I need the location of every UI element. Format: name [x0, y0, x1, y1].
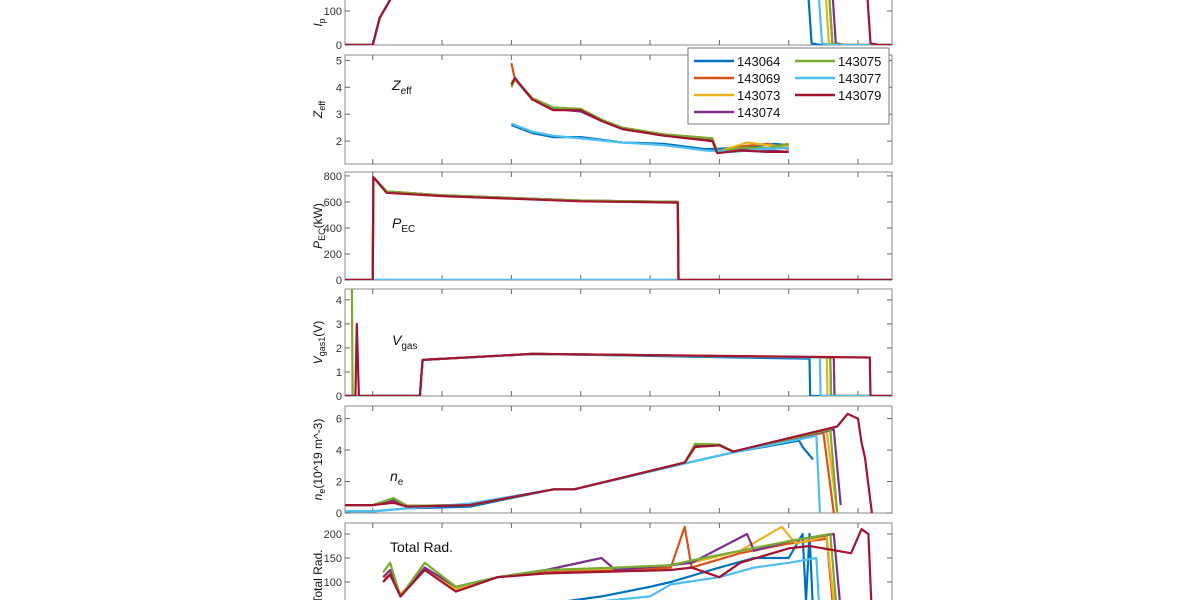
panel-annotation: Zeff: [391, 77, 412, 97]
y-tick-label: 4: [336, 82, 342, 94]
y-tick-label: 4: [336, 445, 342, 457]
annotation-main: P: [392, 215, 402, 231]
series-line-143064: [567, 532, 814, 600]
y-tick-label: 6: [336, 414, 342, 426]
series-line-143079: [510, 76, 789, 155]
y-tick-label: 200: [324, 249, 342, 261]
series-line-143077: [602, 556, 820, 600]
y-tick-label: 800: [324, 171, 342, 183]
axes-box: [344, 405, 893, 514]
annotation-sub: eff: [401, 86, 412, 97]
annotation-main: V: [392, 332, 403, 348]
legend-label-143064: 143064: [737, 54, 780, 69]
annotation-sub: e: [398, 477, 404, 488]
y-label-sub: p: [317, 18, 327, 23]
series-group: [382, 525, 873, 600]
y-label-main: Z: [311, 110, 325, 119]
panel-annotation: ne: [390, 468, 404, 488]
y-axis-label: Total Rad.: [311, 549, 325, 600]
y-tick-label: 150: [324, 553, 342, 565]
axes-box: [344, 0, 893, 46]
series-group: [345, 176, 892, 280]
y-tick-label: 3: [336, 109, 342, 121]
y-tick-label: 0: [336, 508, 342, 520]
y-tick-label: 400: [324, 223, 342, 235]
annotation-sub: EC: [401, 224, 415, 235]
y-label-sub: EC: [317, 228, 327, 241]
y-tick-label: 1: [336, 367, 342, 379]
y-tick-label: 0: [336, 40, 342, 52]
legend: 143064 143069 143073 143074 143075 143077 1430…: [687, 47, 890, 125]
y-tick-label: 5: [336, 55, 342, 67]
series-line-143079: [345, 0, 892, 45]
y-axis-label: PEC(kW): [311, 203, 327, 249]
y-label-main: Total Rad.: [311, 549, 325, 600]
y-axis-label: Vgas1(V): [311, 321, 327, 365]
legend-label-143074: 143074: [737, 105, 780, 120]
y-label-main: I: [311, 23, 325, 27]
legend-label-143075: 143075: [838, 54, 881, 69]
y-label-sub: e: [317, 489, 327, 494]
y-label-unit: (kW): [311, 203, 325, 228]
annotation-main: n: [390, 468, 398, 484]
y-axis-label: ne(10^19 m^-3): [311, 419, 327, 501]
annotation-sub: gas: [401, 341, 417, 352]
annotation-main: Z: [391, 77, 401, 93]
y-label-sub: gas1: [317, 337, 327, 357]
series-group: [345, 412, 873, 513]
axes-box: [344, 171, 893, 281]
y-tick-label: 4: [336, 295, 342, 307]
y-label-main: P: [311, 241, 325, 249]
legend-label-143069: 143069: [737, 71, 780, 86]
y-tick-label: 600: [324, 197, 342, 209]
y-label-unit: (V): [311, 321, 325, 337]
y-label-main: V: [311, 355, 325, 364]
legend-label-143079: 143079: [838, 88, 881, 103]
series-group: [510, 62, 789, 155]
y-tick-label: 0: [336, 275, 342, 287]
legend-label-143073: 143073: [737, 88, 780, 103]
legend-label-143077: 143077: [838, 71, 881, 86]
panel-5: 100 150 200 Total Rad. Total Rad.: [311, 522, 893, 600]
y-tick-label: 2: [336, 477, 342, 489]
annotation-main: Total Rad.: [390, 539, 453, 555]
y-tick-label: 2: [336, 136, 342, 148]
series-line-143079: [345, 322, 892, 396]
y-axis-label: Zeff: [311, 100, 327, 119]
y-label-main: n: [311, 493, 325, 500]
series-line-143079: [382, 528, 873, 600]
series-group: [345, 289, 892, 396]
y-tick-label: 3: [336, 319, 342, 331]
y-label-unit: (10^19 m^-3): [311, 419, 325, 489]
y-tick-label: 200: [324, 529, 342, 541]
y-tick-label: 100: [324, 577, 342, 589]
y-label-sub: eff: [317, 100, 327, 110]
series-group: [345, 0, 892, 45]
y-tick-label: 0: [336, 391, 342, 403]
y-tick-label: 100: [324, 6, 342, 18]
panel-annotation: PEC: [392, 215, 415, 235]
panel-annotation: Total Rad.: [390, 539, 453, 555]
axes-box: [344, 288, 893, 397]
series-line-143079: [345, 412, 873, 513]
y-axis-label: Ip: [311, 18, 327, 26]
series-line-143079: [345, 176, 892, 280]
y-tick-label: 2: [336, 343, 342, 355]
panel-annotation: Vgas: [392, 332, 417, 352]
